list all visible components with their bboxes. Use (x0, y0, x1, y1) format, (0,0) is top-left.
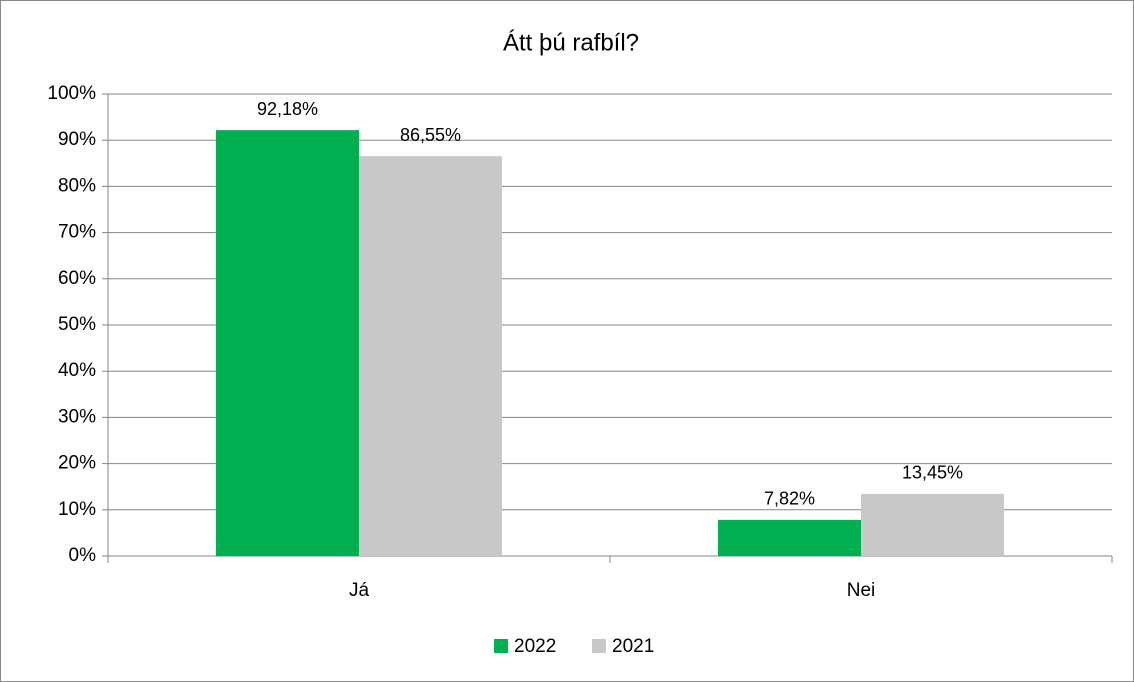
y-tick-label: 70% (58, 222, 96, 243)
legend-label: 2022 (514, 636, 556, 657)
chart-title: Átt þú rafbíl? (503, 29, 639, 56)
y-tick-label: 100% (47, 83, 96, 104)
value-label: 13,45% (902, 463, 963, 483)
y-tick-label: 80% (58, 175, 96, 196)
y-tick-label: 50% (58, 314, 96, 335)
value-label: 86,55% (400, 125, 461, 145)
value-label: 92,18% (257, 99, 318, 119)
x-tick-label: Já (349, 580, 370, 601)
bar (861, 493, 1004, 556)
y-tick-label: 90% (58, 129, 96, 150)
y-tick-label: 30% (58, 406, 96, 427)
legend-label: 2021 (612, 636, 654, 657)
legend-swatch (592, 639, 606, 653)
y-tick-label: 40% (58, 360, 96, 381)
y-tick-label: 60% (58, 268, 96, 289)
value-label: 7,82% (764, 489, 815, 509)
y-tick-label: 10% (58, 499, 96, 520)
legend-swatch (494, 639, 508, 653)
y-tick-label: 20% (58, 453, 96, 474)
bar (359, 156, 502, 556)
y-tick-label: 0% (69, 545, 97, 566)
bar (216, 130, 359, 556)
bar (718, 519, 861, 556)
x-tick-label: Nei (847, 580, 876, 601)
